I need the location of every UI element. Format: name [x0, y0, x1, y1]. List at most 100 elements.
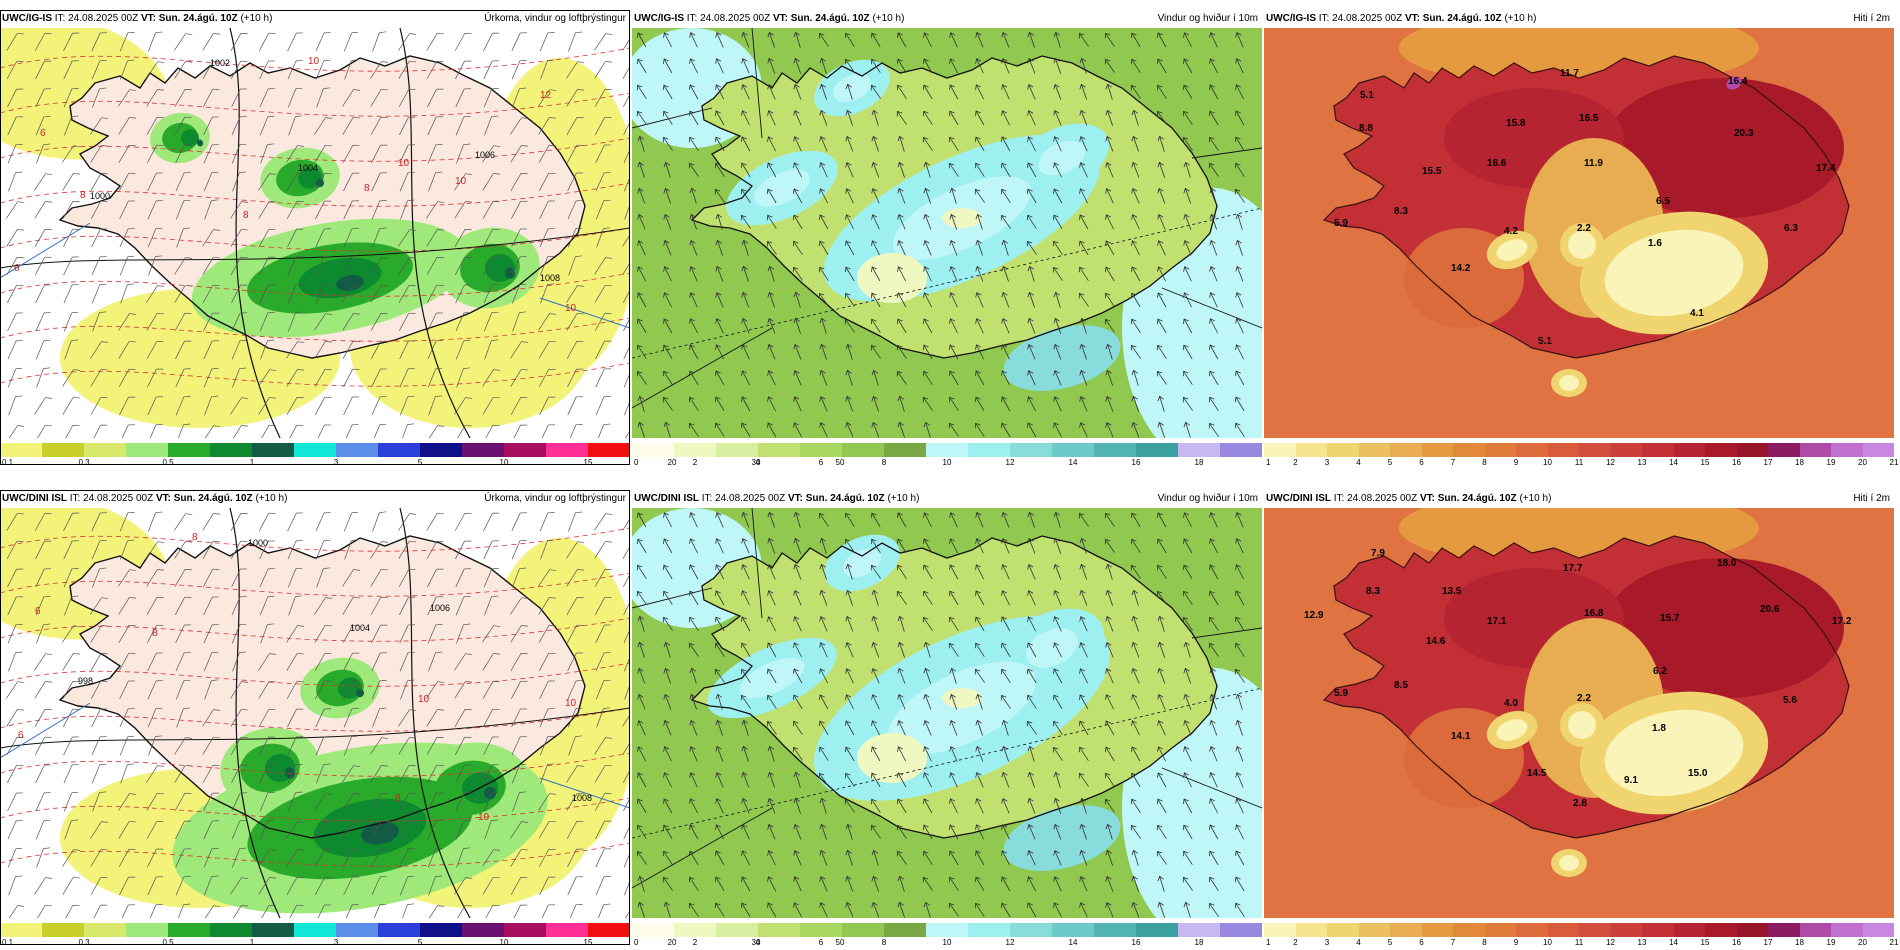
- temperature-label: 8.8: [1359, 123, 1373, 134]
- colorbar-ticks: 0 2 4 6 8 10 12 14 16 18: [632, 458, 1262, 468]
- temperature-contour-label: 6: [35, 606, 41, 617]
- colorbar-swatch: [252, 443, 294, 457]
- colorbar-swatch: [588, 923, 630, 937]
- colorbar-swatch: [1327, 443, 1359, 457]
- colorbar-swatch: [210, 923, 252, 937]
- colorbar-swatch: [378, 923, 420, 937]
- temperature-contour-label: 6: [14, 263, 20, 274]
- model-name: UWC/IG-IS: [2, 13, 52, 24]
- panel-header: UWC/DINI ISL IT: 24.08.2025 00Z VT: Sun.…: [632, 490, 1262, 508]
- colorbar-tick-label: 20: [667, 458, 677, 467]
- isobar-label: 1008: [540, 273, 561, 283]
- colorbar-ticks: 0.1 0.3 0.5 1 3 5 10 15 20 30 50: [0, 458, 844, 468]
- model-name: UWC/IG-IS: [1266, 13, 1316, 24]
- temperature-label: 18.0: [1717, 558, 1737, 569]
- colorbar: [632, 923, 1262, 937]
- colorbar-swatch: [504, 923, 546, 937]
- colorbar-tick-label: 14: [1669, 938, 1678, 947]
- colorbar-tick-label: 50: [835, 938, 845, 947]
- colorbar-swatch: [1862, 443, 1894, 457]
- colorbar-swatch: [504, 443, 546, 457]
- colorbar-swatch: [1052, 923, 1094, 937]
- temperature-label: 14.1: [1451, 731, 1471, 742]
- colorbar-swatch: [968, 443, 1010, 457]
- colorbar-ticks: 1 2 3 4 5 6 7 8 9 10 11 12 13 14 15 16 17 18 19 20 21: [1264, 458, 1898, 468]
- colorbar-tick-label: 3: [1324, 938, 1330, 947]
- colorbar-tick-label: 15: [1700, 458, 1710, 467]
- temperature-contour-label: 10: [398, 158, 410, 169]
- lead-time: (+10 h): [1504, 13, 1537, 24]
- colorbar-swatch: [126, 443, 168, 457]
- colorbar-swatch: [1010, 443, 1052, 457]
- colorbar-swatch: [674, 923, 716, 937]
- colorbar-tick-label: 15: [583, 938, 593, 947]
- panel-title: Vindur og hviður í 10m: [1157, 13, 1258, 24]
- colorbar-swatch: [1484, 443, 1516, 457]
- colorbar-tick-label: 7: [1450, 458, 1456, 467]
- colorbar-tick-label: 5: [417, 938, 423, 947]
- temperature-contour-label: 6: [40, 128, 46, 139]
- colorbar-tick-label: 8: [1482, 458, 1487, 467]
- temperature-label: 1.6: [1648, 238, 1662, 249]
- model-name: UWC/DINI ISL: [2, 493, 67, 504]
- colorbar-swatch: [1094, 923, 1136, 937]
- colorbar-swatch: [1642, 923, 1674, 937]
- temperature-label: 1.8: [1652, 723, 1666, 734]
- colorbar-tick-label: 6: [818, 458, 824, 467]
- colorbar-tick-label: 4: [1356, 458, 1361, 467]
- temperature-label: 16.6: [1487, 158, 1507, 169]
- colorbar-swatch: [1642, 443, 1674, 457]
- colorbar-tick-label: 18: [1194, 938, 1204, 947]
- colorbar-swatch: [1673, 923, 1705, 937]
- temperature-label: 17.2: [1832, 616, 1852, 627]
- colorbar-swatch: [42, 443, 84, 457]
- colorbar-tick-label: 14: [1068, 458, 1078, 467]
- colorbar-tick-label: 4: [1356, 938, 1361, 947]
- model-name: UWC/IG-IS: [634, 13, 684, 24]
- isobar-label: 1004: [298, 163, 319, 173]
- colorbar-tick-label: 10: [499, 458, 509, 467]
- temperature-label: 20.6: [1760, 604, 1780, 615]
- colorbar-tick-label: 4: [755, 458, 761, 467]
- colorbar-swatch: [1094, 443, 1136, 457]
- colorbar-tick-label: 15: [583, 458, 593, 467]
- colorbar-swatch: [1768, 443, 1800, 457]
- temperature-label: 14.5: [1527, 768, 1547, 779]
- colorbar-swatch: [1010, 923, 1052, 937]
- colorbar-tick-label: 3: [333, 938, 339, 947]
- colorbar-tick-label: 2: [692, 938, 698, 947]
- colorbar-swatch: [1736, 443, 1768, 457]
- colorbar-swatch: [1736, 923, 1768, 937]
- colorbar-swatch: [1579, 923, 1611, 937]
- colorbar-tick-label: 50: [835, 458, 845, 467]
- temperature-contour-label: 10: [455, 176, 467, 187]
- colorbar-swatch: [758, 443, 800, 457]
- colorbar-swatch: [1705, 923, 1737, 937]
- colorbar-tick-label: 17: [1763, 458, 1773, 467]
- colorbar-tick-label: 16: [1732, 458, 1741, 467]
- temperature-label: 15.5: [1422, 166, 1442, 177]
- temperature-label: 14.2: [1451, 263, 1471, 274]
- panel-title: Vindur og hviður í 10m: [1157, 493, 1258, 504]
- colorbar-tick-label: 1: [1266, 938, 1271, 947]
- temperature-contour-label: 8: [364, 183, 370, 194]
- colorbar-swatch: [1178, 923, 1220, 937]
- temperature-label: 13.5: [1442, 586, 1462, 597]
- colorbar-tick-label: 12: [1606, 458, 1615, 467]
- colorbar-swatch: [42, 923, 84, 937]
- colorbar-swatch: [674, 443, 716, 457]
- temperature-contour-label: 8: [192, 532, 198, 543]
- panel-title: Úrkoma, vindur og loftþrýstingur: [484, 13, 626, 24]
- temperature-label: 2.2: [1577, 223, 1591, 234]
- colorbar-tick-label: 6: [1419, 938, 1424, 947]
- colorbar-swatch: [1136, 443, 1178, 457]
- colorbar-swatch: [546, 443, 588, 457]
- colorbar-tick-label: 15: [1700, 938, 1710, 947]
- valid-time: Sun. 24.ágú. 10Z: [173, 493, 253, 504]
- panel-header: UWC/IG-IS IT: 24.08.2025 00Z VT: Sun. 24…: [0, 10, 630, 28]
- temperature-label: 14.6: [1426, 636, 1446, 647]
- colorbar-tick-label: 10: [942, 938, 952, 947]
- colorbar-swatch: [462, 923, 504, 937]
- colorbar-swatch: [1453, 443, 1485, 457]
- colorbar-swatch: [1579, 443, 1611, 457]
